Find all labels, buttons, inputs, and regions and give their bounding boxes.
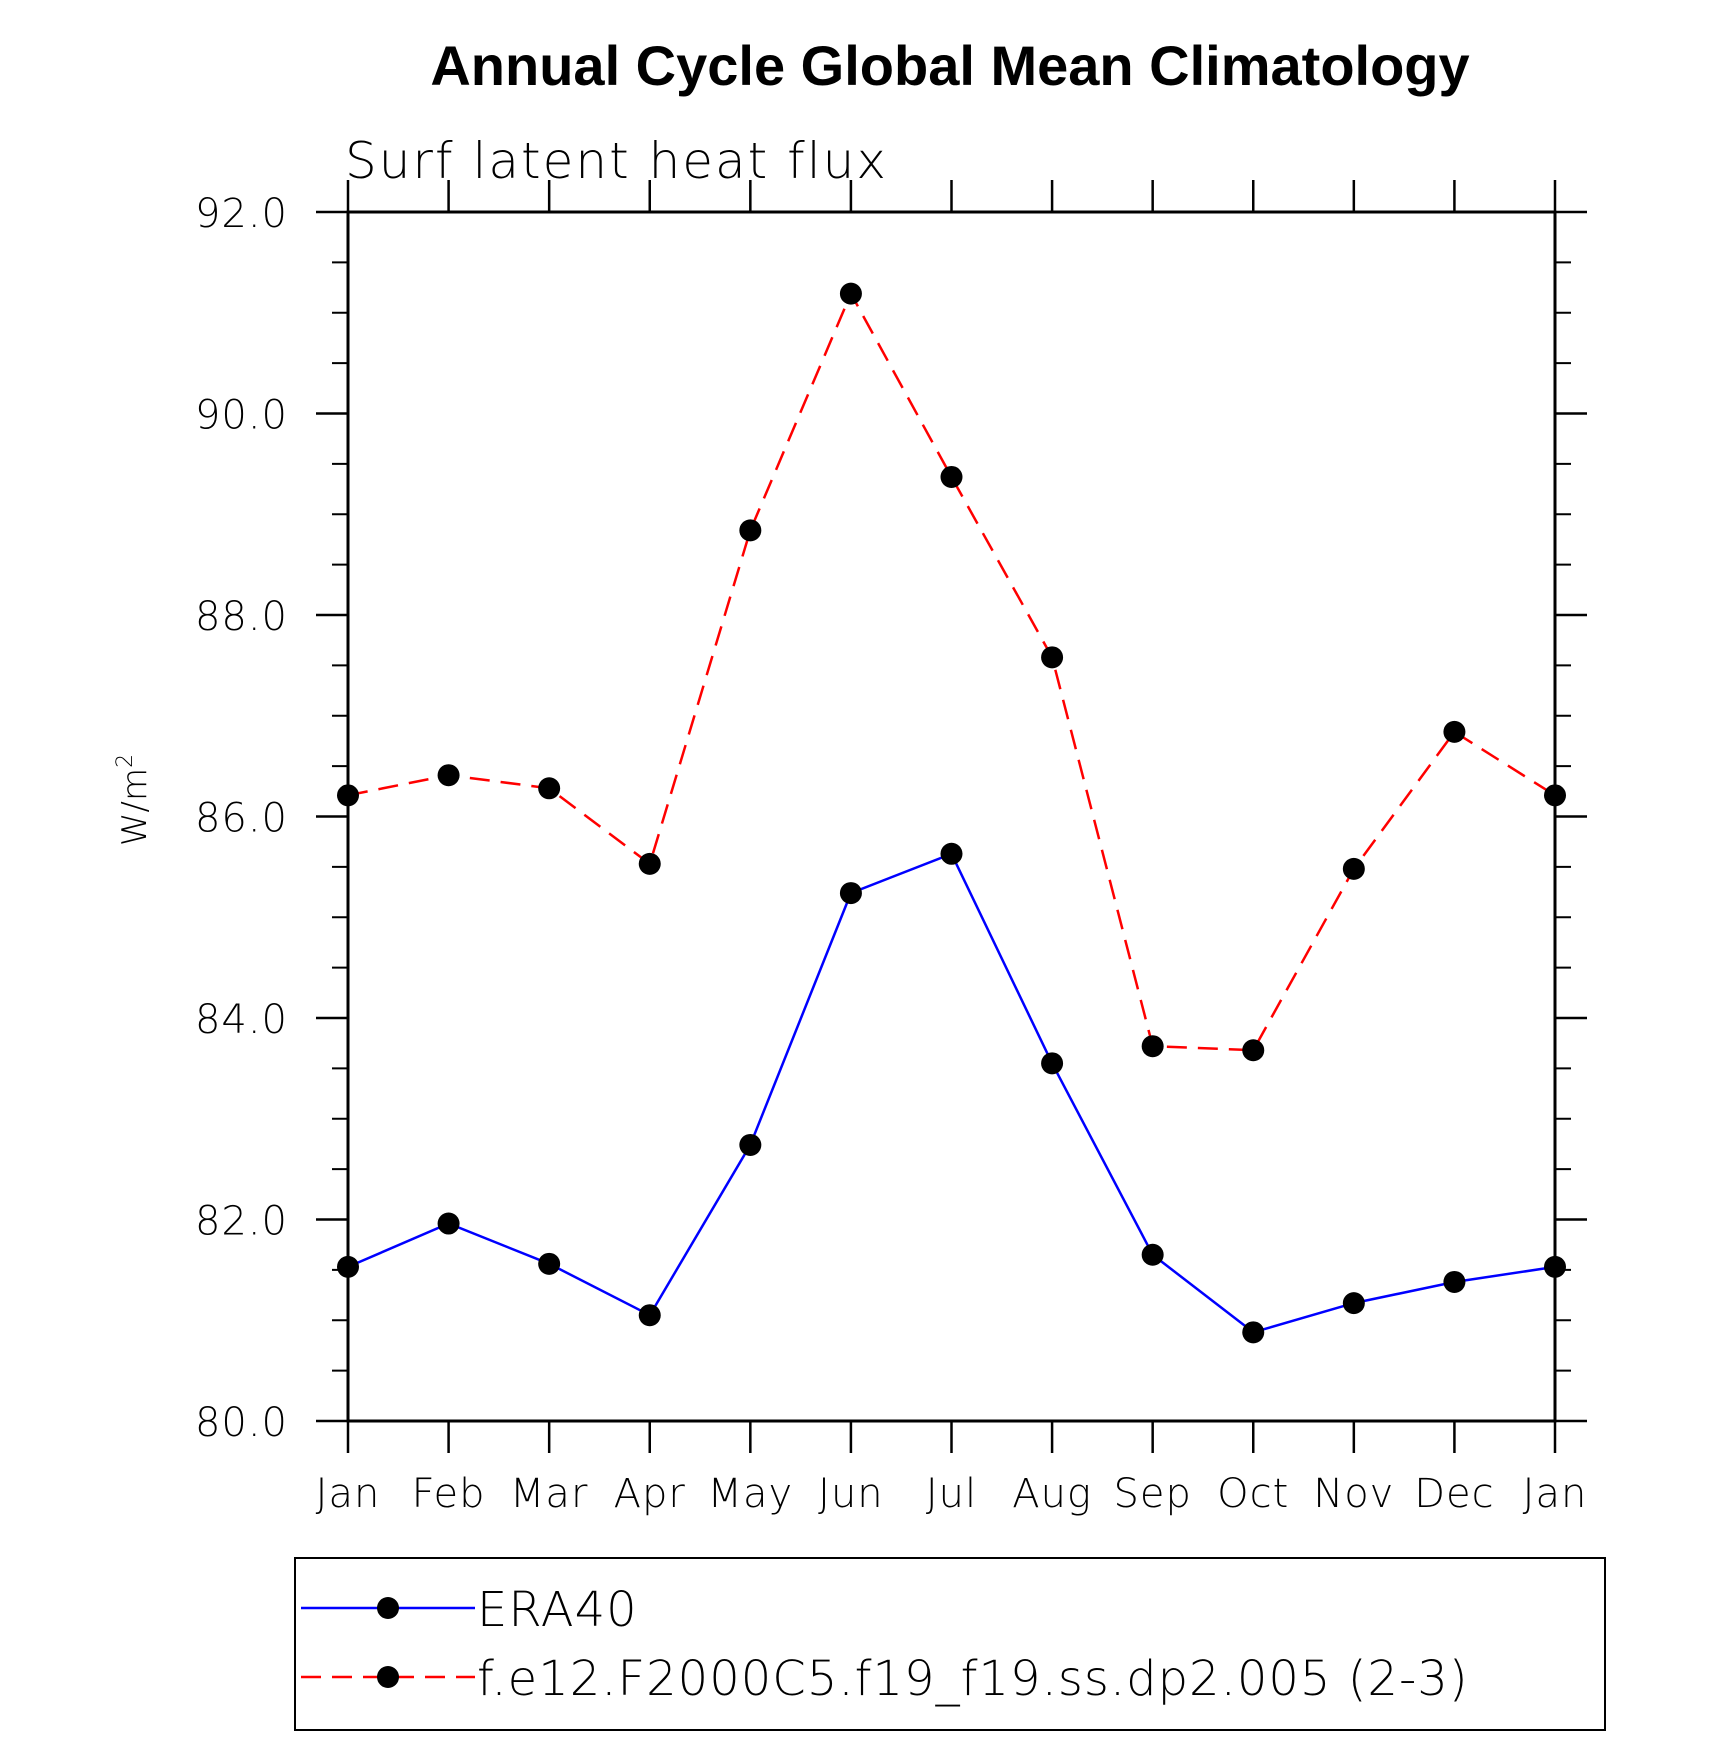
data-point — [437, 764, 460, 787]
data-point — [940, 842, 963, 865]
legend-box — [294, 1557, 1606, 1731]
data-point — [839, 882, 862, 905]
data-point — [638, 852, 661, 875]
y-axis-label: W/m2 — [113, 754, 155, 846]
data-point — [437, 1212, 460, 1235]
x-tick-label: Dec — [1414, 1471, 1494, 1517]
x-tick-label: Jan — [1523, 1471, 1588, 1517]
data-point — [1342, 857, 1365, 880]
data-point — [739, 519, 762, 542]
data-point — [1342, 1292, 1365, 1315]
y-tick-label: 92.0 — [195, 191, 288, 237]
y-tick-label: 90.0 — [195, 393, 288, 439]
series-0 — [337, 842, 1566, 1344]
y-axis-label-superscript: 2 — [113, 754, 138, 768]
y-tick-label: 82.0 — [195, 1199, 288, 1245]
y-tick-label: 84.0 — [195, 997, 288, 1043]
legend-marker-era40 — [377, 1597, 399, 1619]
y-axis-label-text: W/m — [115, 768, 155, 846]
series-layer — [337, 282, 1566, 1344]
legend-label-model: f.e12.F2000C5.f19_f19.ss.dp2.005 (2-3) — [477, 1651, 1469, 1707]
x-tick-label: Jan — [316, 1471, 381, 1517]
data-point — [337, 784, 359, 807]
data-point — [1544, 1255, 1566, 1278]
x-tick-label: Mar — [510, 1471, 588, 1517]
y-tick-label: 88.0 — [195, 594, 288, 640]
x-tick-label: Oct — [1217, 1471, 1289, 1517]
legend: ERA40 f.e12.F2000C5.f19_f19.ss.dp2.005 (… — [294, 1557, 1606, 1731]
data-point — [1141, 1243, 1164, 1266]
data-point — [839, 282, 862, 305]
x-tick-label: Jun — [818, 1471, 884, 1517]
x-tick-label: Nov — [1313, 1471, 1394, 1517]
series-line — [347, 852, 1556, 1334]
data-point — [1242, 1321, 1265, 1344]
x-tick-label: Aug — [1012, 1471, 1092, 1517]
data-point — [1041, 1052, 1064, 1075]
data-point — [538, 1252, 561, 1275]
x-tick-label: Jul — [926, 1471, 977, 1517]
legend-label-era40: ERA40 — [477, 1582, 638, 1638]
data-point — [1443, 1270, 1466, 1293]
series-line — [347, 290, 1556, 1052]
data-point — [1242, 1039, 1265, 1062]
y-tick-label: 80.0 — [195, 1400, 288, 1446]
chart-subtitle: Surf latent heat flux — [345, 132, 888, 190]
data-point — [1041, 646, 1064, 669]
data-point — [940, 465, 963, 488]
data-point — [337, 1255, 359, 1278]
data-point — [538, 777, 561, 800]
legend-marker-model — [377, 1666, 399, 1688]
data-point — [1141, 1035, 1164, 1058]
y-tick-label: 86.0 — [195, 796, 288, 842]
x-tick-label: May — [707, 1471, 793, 1517]
axes: 80.0 82.0 84.0 86.0 88.0 90.0 92.0 Jan Feb Mar Apr… — [195, 180, 1587, 1517]
chart-title: Annual Cycle Global Mean Climatology — [430, 34, 1469, 97]
plot-frame — [346, 210, 1557, 1423]
data-point — [1443, 720, 1466, 743]
series-1 — [337, 282, 1566, 1062]
data-point — [739, 1133, 762, 1156]
x-tick-label: Apr — [614, 1471, 686, 1517]
data-point — [638, 1304, 661, 1327]
x-tick-label: Sep — [1113, 1471, 1191, 1517]
x-tick-label: Feb — [412, 1471, 486, 1517]
data-point — [1544, 784, 1566, 807]
